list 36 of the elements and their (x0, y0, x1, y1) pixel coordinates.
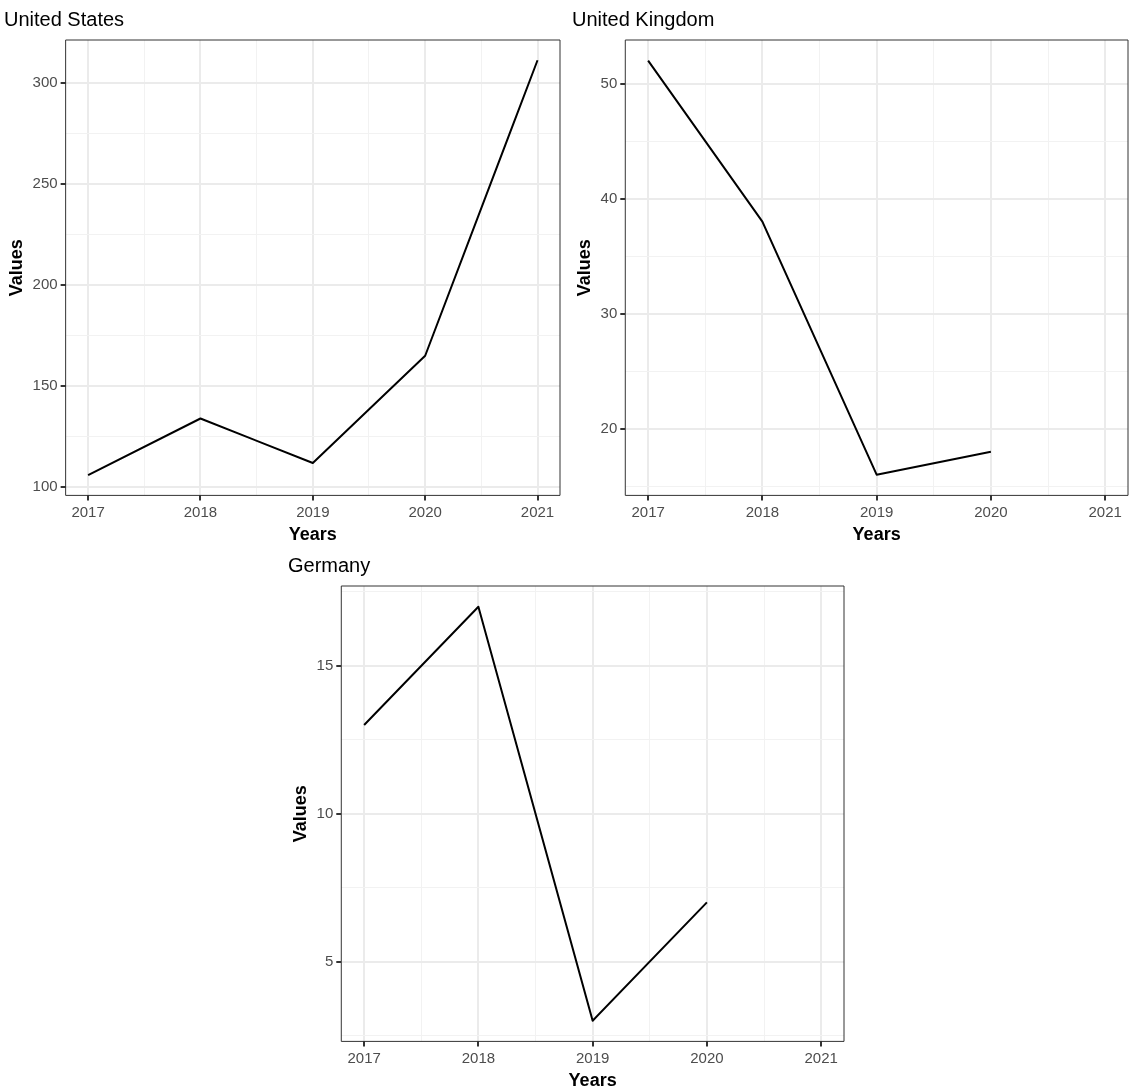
x-tick-label: 2018 (745, 502, 780, 520)
x-tick-label: 2018 (461, 1048, 496, 1066)
x-tick-label: 2021 (1088, 502, 1122, 520)
y-tick-label: 250 (32, 173, 58, 191)
y-axis-title: Values (289, 785, 310, 843)
y-tick-label: 50 (600, 73, 618, 91)
y-tick-label: 200 (32, 275, 58, 293)
y-tick-label: 40 (600, 188, 618, 206)
x-tick-label: 2017 (71, 502, 105, 520)
y-tick-label: 5 (324, 951, 334, 969)
x-tick-label: 2019 (575, 1048, 610, 1066)
chart-title: Germany (288, 553, 371, 576)
chart-title: United States (4, 7, 125, 30)
y-axis-title: Values (573, 239, 594, 297)
x-tick-label: 2018 (183, 502, 218, 520)
x-tick-label: 2021 (804, 1048, 838, 1066)
x-tick-label: 2019 (296, 502, 330, 520)
x-tick-label: 2017 (631, 502, 665, 520)
x-tick-label: 2020 (690, 1048, 724, 1066)
y-tick-label: 150 (32, 376, 58, 394)
x-axis-title: Years (288, 524, 337, 545)
x-axis-title: Years (568, 1070, 617, 1091)
y-tick-label: 15 (316, 655, 334, 673)
x-tick-label: 2019 (859, 502, 894, 520)
y-tick-label: 20 (600, 418, 618, 436)
y-tick-label: 10 (316, 803, 334, 821)
y-tick-label: 30 (600, 303, 618, 321)
y-tick-label: 300 (32, 72, 58, 90)
x-tick-label: 2021 (520, 502, 555, 520)
x-tick-label: 2020 (408, 502, 442, 520)
x-axis-title: Years (852, 524, 901, 545)
x-tick-label: 2020 (974, 502, 1008, 520)
y-tick-label: 100 (32, 477, 58, 495)
y-axis-title: Values (5, 239, 26, 297)
chart-title: United Kingdom (572, 7, 715, 30)
x-tick-label: 2017 (347, 1048, 381, 1066)
